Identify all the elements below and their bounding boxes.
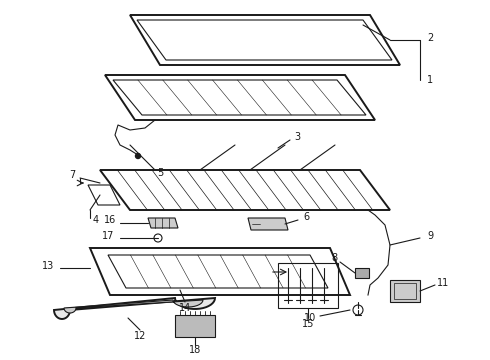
- Text: 7: 7: [69, 170, 75, 180]
- Bar: [175, 315, 215, 337]
- Text: 1: 1: [427, 75, 433, 85]
- Bar: [355, 268, 369, 278]
- Bar: [390, 280, 420, 302]
- Text: 15: 15: [302, 319, 314, 329]
- Polygon shape: [64, 300, 203, 313]
- Text: 17: 17: [102, 231, 114, 241]
- Text: 12: 12: [134, 331, 146, 341]
- Text: 3: 3: [294, 132, 300, 142]
- Text: 18: 18: [189, 345, 201, 355]
- Polygon shape: [54, 298, 215, 319]
- Text: 2: 2: [427, 33, 433, 43]
- Text: 6: 6: [303, 212, 309, 222]
- Text: 10: 10: [304, 313, 316, 323]
- Text: 16: 16: [104, 215, 116, 225]
- Text: 5: 5: [157, 168, 163, 178]
- Text: 11: 11: [437, 278, 449, 288]
- Text: 8: 8: [331, 253, 337, 263]
- Polygon shape: [148, 218, 178, 228]
- Text: 4: 4: [93, 215, 99, 225]
- Bar: [394, 283, 416, 299]
- Text: 9: 9: [427, 231, 433, 241]
- Text: 13: 13: [42, 261, 54, 271]
- Text: 14: 14: [179, 303, 191, 313]
- Circle shape: [136, 153, 141, 158]
- Polygon shape: [248, 218, 288, 230]
